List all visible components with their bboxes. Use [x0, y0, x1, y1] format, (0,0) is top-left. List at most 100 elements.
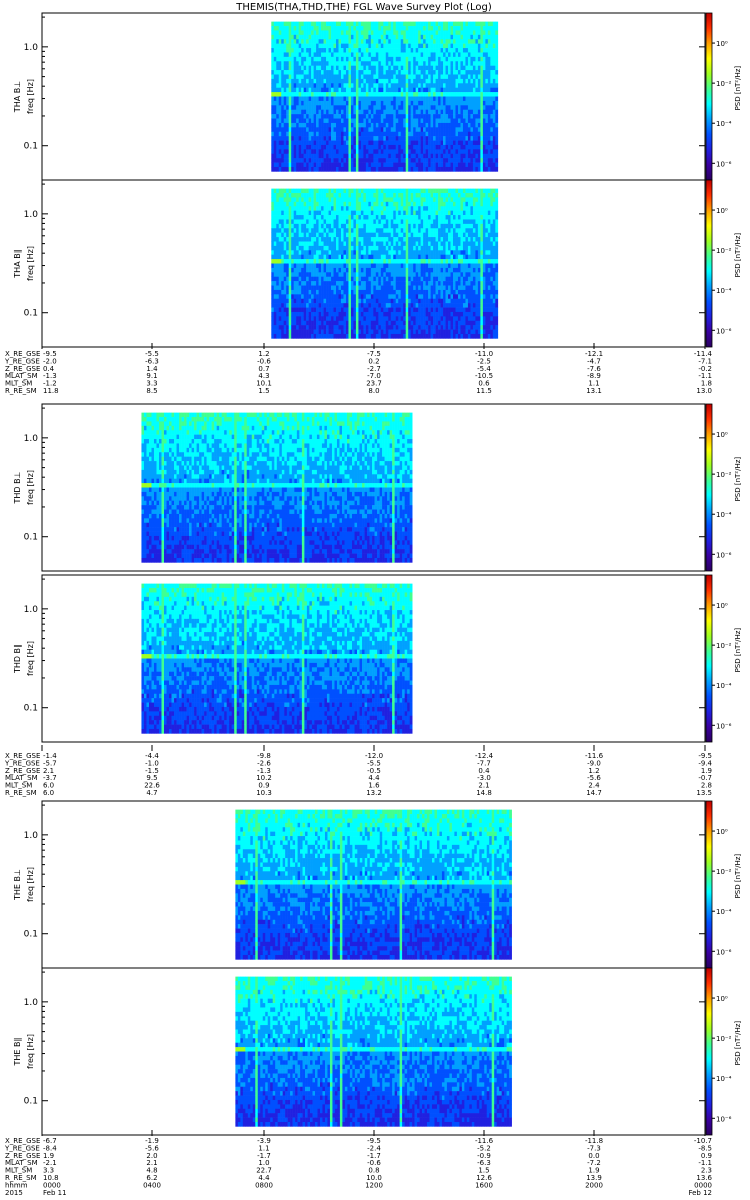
- heatmap-cell: [324, 119, 327, 124]
- heatmap-cell: [396, 123, 399, 128]
- heatmap-cell: [460, 141, 463, 146]
- heatmap-cell: [343, 268, 346, 273]
- heatmap-cell: [403, 39, 406, 44]
- heatmap-cell: [276, 97, 279, 102]
- heatmap-cell: [304, 197, 307, 202]
- heatmap-cell: [351, 211, 354, 216]
- heatmap-cell: [401, 206, 404, 211]
- heatmap-cell: [356, 92, 359, 97]
- heatmap-cell: [401, 70, 404, 75]
- heatmap-cell: [339, 272, 342, 277]
- heatmap-cell: [324, 101, 327, 106]
- heatmap-cell: [455, 39, 458, 44]
- heatmap-cell: [331, 83, 334, 88]
- heatmap-cell: [356, 197, 359, 202]
- heatmap-cell: [411, 132, 414, 137]
- heatmap-cell: [376, 167, 379, 172]
- heatmap-cell: [391, 163, 394, 168]
- heatmap-cell: [381, 312, 384, 317]
- heatmap-cell: [451, 149, 454, 154]
- heatmap-cell: [276, 224, 279, 229]
- heatmap-cell: [403, 330, 406, 335]
- heatmap-cell: [388, 114, 391, 119]
- heatmap-cell: [378, 83, 381, 88]
- heatmap-cell: [393, 167, 396, 172]
- heatmap-cell: [309, 197, 312, 202]
- heatmap-cell: [398, 22, 401, 27]
- heatmap-cell: [406, 290, 409, 295]
- heatmap-cell: [475, 154, 478, 159]
- heatmap-cell: [465, 110, 468, 115]
- heatmap-cell: [304, 92, 307, 97]
- heatmap-cell: [356, 26, 359, 31]
- heatmap-cell: [493, 30, 496, 35]
- heatmap-cell: [279, 246, 282, 251]
- heatmap-cell: [334, 26, 337, 31]
- heatmap-cell: [281, 119, 284, 124]
- heatmap-cell: [383, 228, 386, 233]
- heatmap-cell: [326, 206, 329, 211]
- heatmap-cell: [490, 167, 493, 172]
- heatmap-cell: [356, 74, 359, 79]
- heatmap-cell: [348, 316, 351, 321]
- heatmap-cell: [351, 52, 354, 57]
- heatmap-cell: [436, 26, 439, 31]
- heatmap-cell: [341, 22, 344, 27]
- heatmap-cell: [281, 163, 284, 168]
- heatmap-cell: [398, 141, 401, 146]
- heatmap-cell: [463, 35, 466, 40]
- heatmap-cell: [341, 316, 344, 321]
- heatmap-cell: [416, 158, 419, 163]
- heatmap-cell: [406, 219, 409, 224]
- heatmap-cell: [326, 193, 329, 198]
- heatmap-cell: [326, 97, 329, 102]
- heatmap-cell: [279, 119, 282, 124]
- heatmap-cell: [361, 330, 364, 335]
- heatmap-cell: [314, 39, 317, 44]
- heatmap-cell: [393, 241, 396, 246]
- heatmap-cell: [460, 88, 463, 93]
- heatmap-cell: [431, 70, 434, 75]
- heatmap-cell: [443, 132, 446, 137]
- heatmap-cell: [321, 206, 324, 211]
- heatmap-cell: [426, 35, 429, 40]
- heatmap-cell: [346, 286, 349, 291]
- heatmap-cell: [363, 66, 366, 71]
- heatmap-cell: [309, 224, 312, 229]
- heatmap-cell: [348, 52, 351, 57]
- heatmap-cell: [314, 119, 317, 124]
- heatmap-cell: [448, 79, 451, 84]
- heatmap-cell: [426, 145, 429, 150]
- heatmap-cell: [331, 294, 334, 299]
- heatmap-cell: [294, 224, 297, 229]
- heatmap-cell: [383, 303, 386, 308]
- heatmap-cell: [331, 149, 334, 154]
- heatmap-cell: [393, 83, 396, 88]
- heatmap-cell: [331, 241, 334, 246]
- heatmap-cell: [286, 119, 289, 124]
- colorbar-scale: [706, 13, 712, 180]
- heatmap-cell: [336, 215, 339, 220]
- heatmap-cell: [406, 330, 409, 335]
- heatmap-cell: [311, 259, 314, 264]
- heatmap-cell: [319, 123, 322, 128]
- heatmap-cell: [301, 294, 304, 299]
- heatmap-cell: [483, 88, 486, 93]
- heatmap-cell: [351, 97, 354, 102]
- heatmap-cell: [336, 30, 339, 35]
- heatmap-cell: [383, 237, 386, 242]
- heatmap-cell: [383, 224, 386, 229]
- heatmap-cell: [348, 197, 351, 202]
- heatmap-cell: [319, 321, 322, 326]
- heatmap-cell: [276, 303, 279, 308]
- heatmap-cell: [276, 167, 279, 172]
- heatmap-cell: [408, 145, 411, 150]
- heatmap-cell: [463, 136, 466, 141]
- heatmap-cell: [311, 330, 314, 335]
- heatmap-cell: [386, 290, 389, 295]
- heatmap-cell: [343, 193, 346, 198]
- heatmap-cell: [346, 119, 349, 124]
- heatmap-cell: [343, 57, 346, 62]
- heatmap-cell: [376, 127, 379, 132]
- heatmap-cell: [346, 281, 349, 286]
